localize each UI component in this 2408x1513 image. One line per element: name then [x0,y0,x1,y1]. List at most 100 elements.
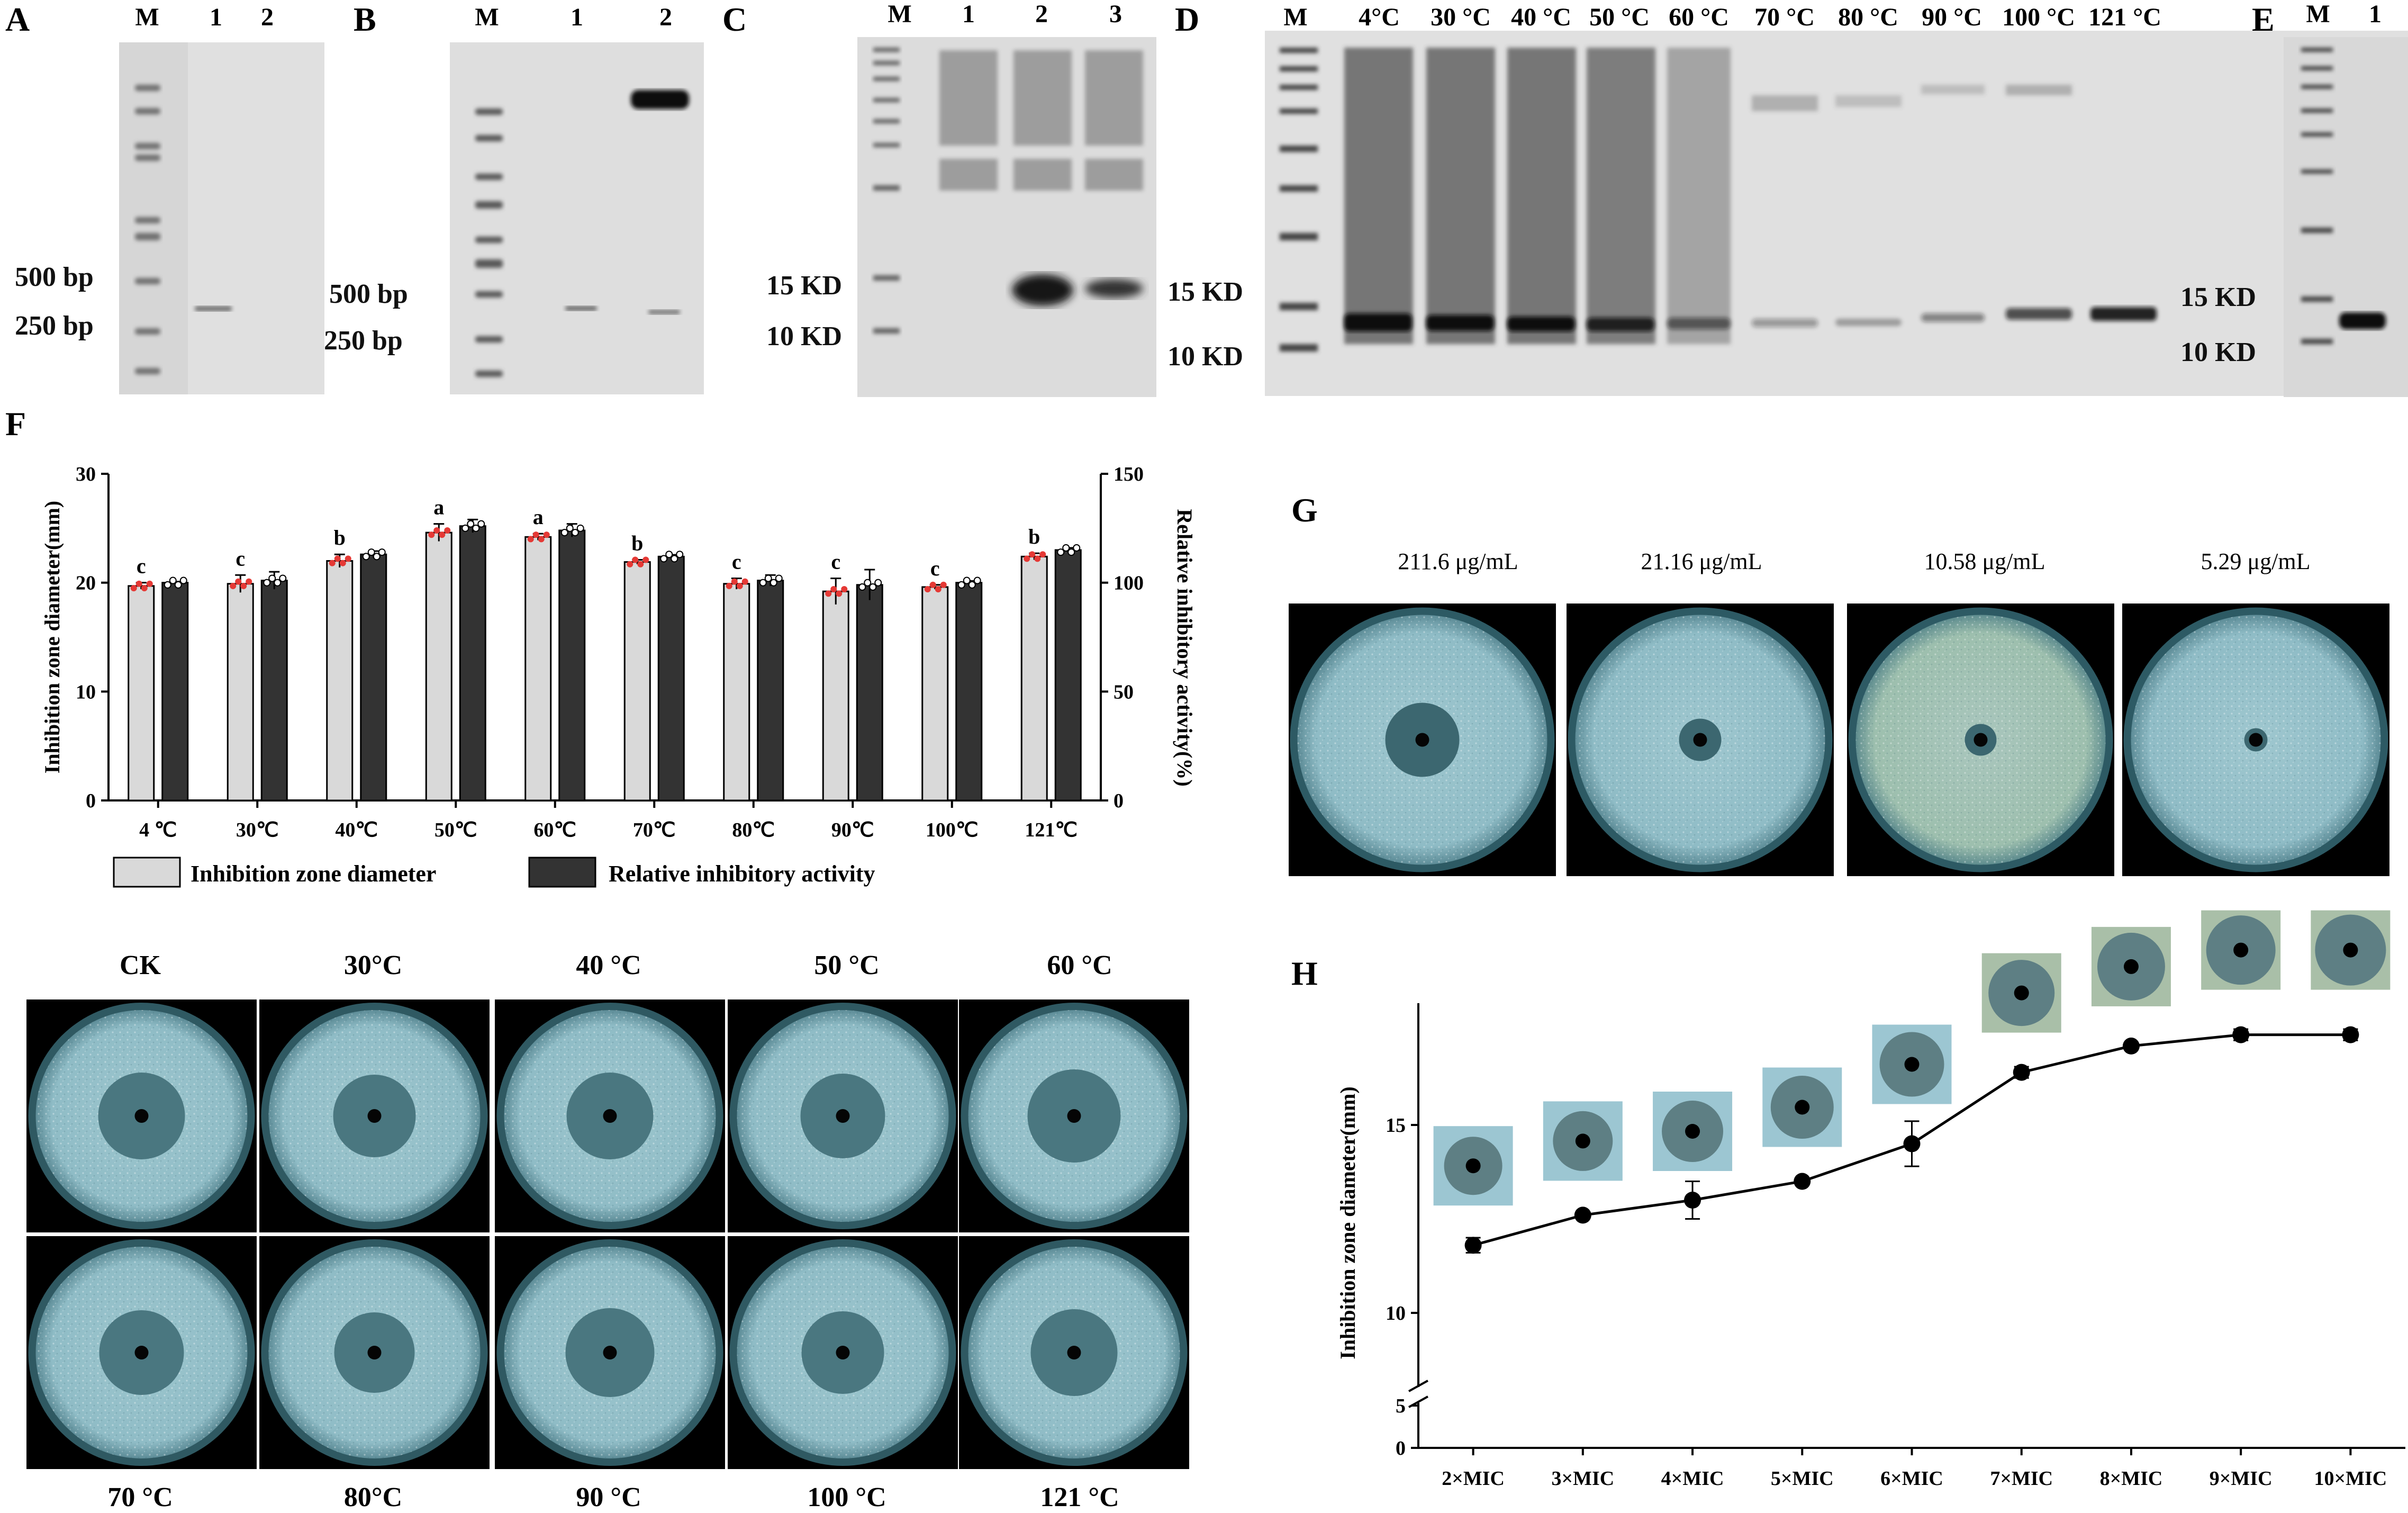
sample-well [367,1346,382,1359]
bar-diameter [227,583,254,801]
data-point [864,579,872,587]
significance-letter: c [732,550,741,573]
x-tick-label: 100℃ [926,819,979,841]
significance-letter: c [137,554,146,578]
data-point [627,561,633,568]
panel-label-c: C [722,1,747,38]
y2-tick-label: 100 [1114,572,1144,595]
bar-diameter [425,532,452,801]
y-tick-label: 30 [76,463,96,485]
data-point [957,581,965,589]
data-point [671,555,678,563]
legend-label-diameter: Inhibition zone diameter [191,861,436,887]
data-point [632,556,639,563]
petri-dish-cell [259,1236,490,1469]
thumbnail-well [1795,1100,1810,1115]
gel-d-target-bands [1344,307,2157,331]
bar-activity [459,525,486,801]
significance-letter: b [631,531,643,555]
bar-activity [558,529,586,801]
data-point [461,524,469,532]
data-point [764,574,772,582]
x-tick-label: 4 ℃ [139,819,177,841]
gel-b-band-2-high [631,90,689,109]
petri-dish-cell [26,1236,257,1469]
x-tick-label: 5×MIC [1771,1467,1834,1490]
marker-500bp: 500 bp [329,279,408,309]
panel-label-e: E [2252,1,2275,38]
lane-label-121c: 121 °C [2088,3,2161,31]
x-tick-label: 4×MIC [1661,1467,1724,1490]
data-point [736,582,743,589]
data-point [660,555,668,563]
thumbnail-well [2014,985,2029,1001]
conc-label-1: 211.6 μg/mL [1398,548,1518,574]
sample-well [836,1346,850,1359]
data-point [334,555,341,562]
data-point [373,553,381,561]
data-point [968,581,976,589]
x-tick-label: 9×MIC [2210,1467,2273,1490]
data-point [378,548,386,556]
y-tick-label: 10 [76,681,96,703]
plate-thumbnail [1543,1101,1623,1181]
dish-label-90c: 90 °C [576,1482,641,1512]
y2-tick-label: 50 [1114,681,1134,703]
data-point [741,578,748,585]
data-point [439,532,446,538]
petri-dish-cell [1289,604,1556,876]
dish-label-100c: 100 °C [807,1482,886,1512]
y2-tick-label: 0 [1114,790,1124,812]
data-point [1464,1237,1482,1254]
data-point [467,520,475,528]
data-point [532,532,539,538]
x-tick-label: 8×MIC [2100,1467,2163,1490]
data-point [637,561,644,568]
chart-f: 0 10 20 30 0 50 100 150 Inhibition zone diameter… [40,463,1197,841]
data-point [571,529,579,537]
lane-label-m: M [475,3,499,31]
bar-diameter [623,561,651,801]
x-tick-label: 10×MIC [2314,1467,2387,1490]
data-point [130,584,137,591]
y-tick-label: 10 [1386,1302,1406,1325]
sample-well [134,1346,149,1359]
data-point [1684,1192,1701,1209]
marker-250bp: 250 bp [324,326,403,356]
data-point [731,578,738,585]
lane-label-2: 2 [659,3,672,31]
data-point [940,581,947,588]
thumbnail-well [2343,942,2358,958]
data-point [164,581,171,589]
panel-g: G 211.6 μg/mL 21.16 μg/mL 10.58 μg/mL 5.… [1289,491,2389,876]
x-tick-label: 2×MIC [1442,1467,1505,1490]
lane-label-2: 2 [261,3,274,31]
data-point [924,586,931,593]
gel-a-lanes: M 1 2 [135,3,274,31]
data-point [1073,544,1081,552]
dish-label-50c: 50 °C [814,950,879,980]
x-tick-label: 30℃ [236,819,279,841]
sample-well [1693,733,1707,747]
data-point [770,579,777,587]
data-point [274,579,282,587]
petri-dish-cell [1847,604,2114,876]
legend-label-activity: Relative inhibitory activity [609,861,875,887]
dish-label-60c: 60 °C [1047,950,1112,980]
lane-label-90c: 90 °C [1922,3,1982,31]
data-point [246,578,252,585]
data-point [1794,1173,1811,1190]
bar-activity [360,553,387,801]
dish-label-121c: 121 °C [1040,1482,1119,1512]
plate-thumbnail [1653,1092,1733,1171]
bar-diameter [1020,555,1048,801]
thumbnail-well [1575,1133,1590,1149]
plate-thumbnail [2091,926,2171,1006]
dish-label-30c: 30°C [344,950,402,980]
data-point [2232,1026,2250,1043]
data-point [1062,544,1070,552]
dish-label-70c: 70 °C [107,1482,173,1512]
sample-well [367,1109,382,1123]
data-point [869,583,877,591]
